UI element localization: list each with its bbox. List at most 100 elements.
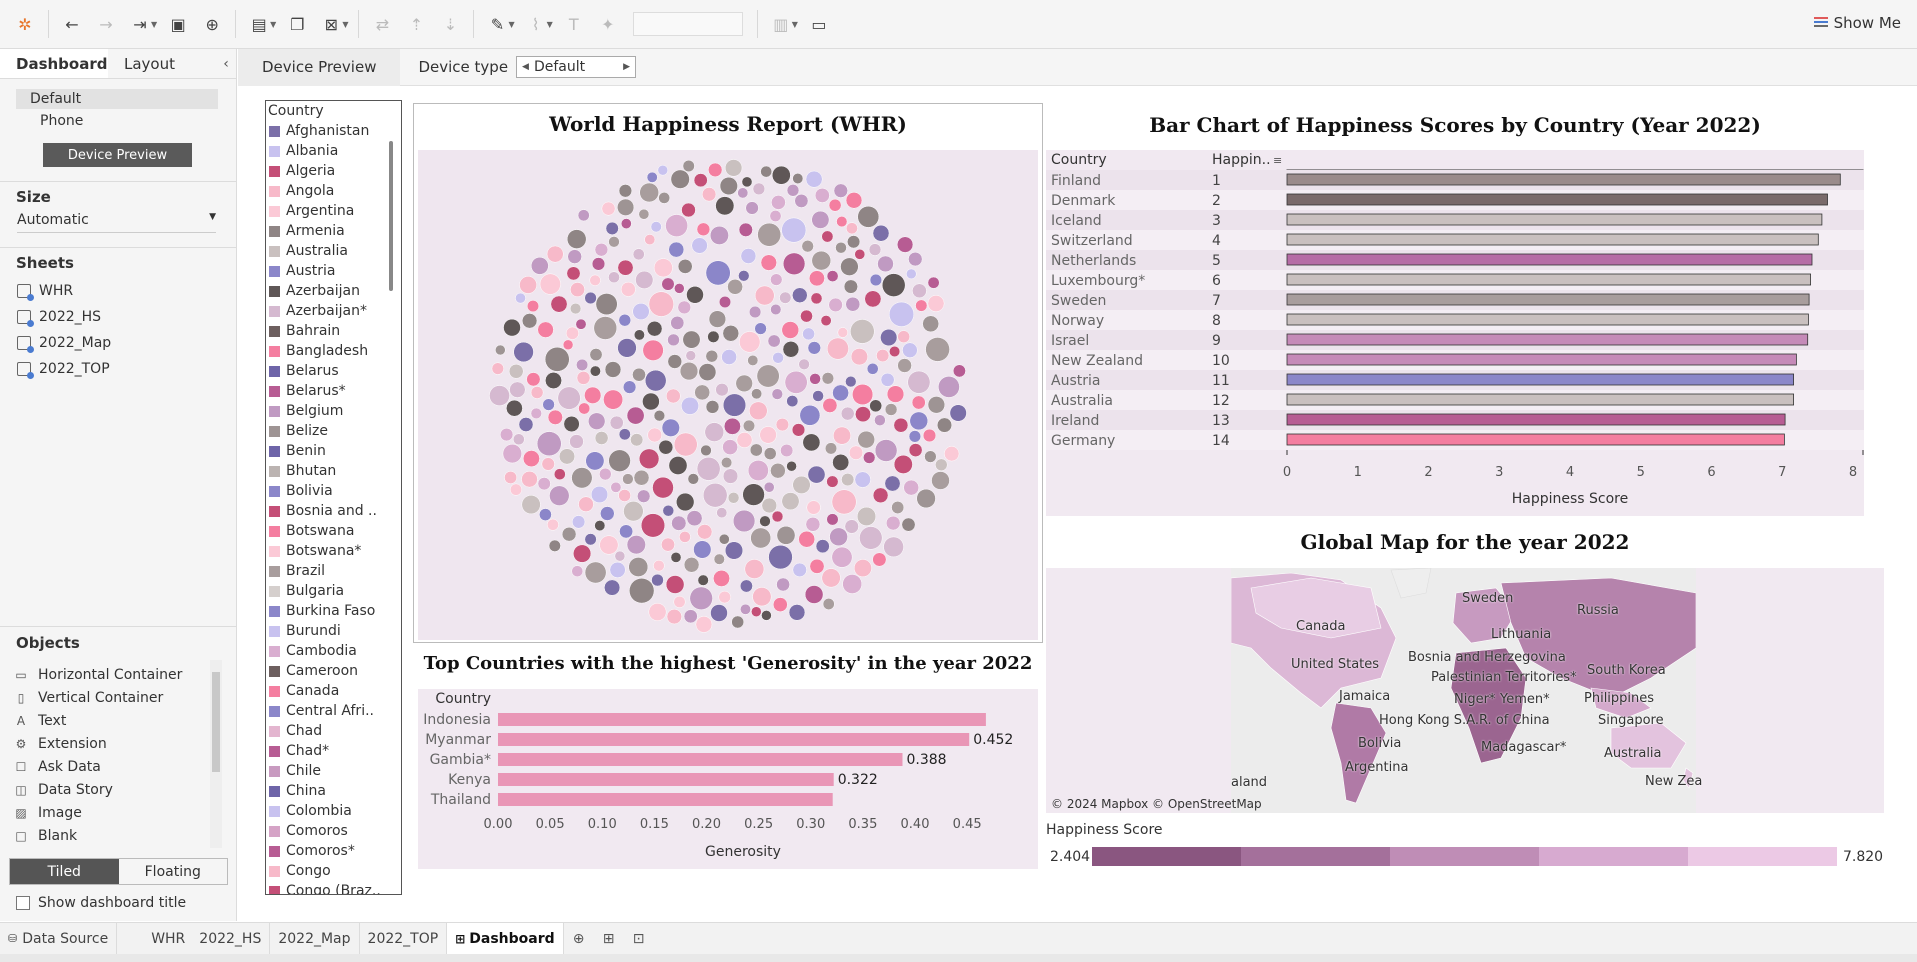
bubble-mark[interactable] <box>761 497 778 514</box>
bubble-mark[interactable] <box>842 574 863 594</box>
bubble-mark[interactable] <box>594 431 609 445</box>
bubble-mark[interactable] <box>576 358 589 371</box>
legend-item[interactable]: Belarus <box>266 361 401 381</box>
legend-item[interactable]: Burkina Faso <box>266 601 401 621</box>
object-item-image[interactable]: ▨ Image <box>0 801 223 824</box>
bubble-mark[interactable] <box>810 292 823 305</box>
bubble-mark[interactable] <box>499 427 514 442</box>
bubble-mark[interactable] <box>522 450 540 468</box>
legend-item[interactable]: Burundi <box>266 621 401 641</box>
bubble-mark[interactable] <box>679 361 699 381</box>
legend-item[interactable]: Afghanistan <box>266 121 401 141</box>
bubble-mark[interactable] <box>828 198 842 212</box>
bubble-mark[interactable] <box>909 411 929 431</box>
bubble-mark[interactable] <box>644 234 656 246</box>
bubble-mark[interactable] <box>844 519 859 534</box>
bubble-mark[interactable] <box>608 236 620 248</box>
bubble-mark[interactable] <box>626 535 646 555</box>
bubble-mark[interactable] <box>831 489 857 515</box>
bubble-mark[interactable] <box>541 457 555 471</box>
bubble-mark[interactable] <box>832 384 849 402</box>
bubble-mark[interactable] <box>864 290 882 308</box>
bubble-mark[interactable] <box>749 401 768 421</box>
bubble-mark[interactable] <box>843 279 858 294</box>
bubble-mark[interactable] <box>896 236 914 253</box>
bubble-mark[interactable] <box>769 210 782 222</box>
bubble-mark[interactable] <box>506 399 523 417</box>
bubble-mark[interactable] <box>677 259 693 274</box>
highlight-icon[interactable]: ✎ <box>490 14 505 34</box>
save-icon[interactable]: ▣ <box>170 14 186 34</box>
bubble-mark[interactable] <box>768 544 793 570</box>
bubble-mark[interactable] <box>856 506 877 526</box>
bubble-mark[interactable] <box>562 339 574 351</box>
highlight-caret-icon[interactable]: ▼ <box>508 19 515 29</box>
bubble-mark[interactable] <box>944 446 960 462</box>
bubble-mark[interactable] <box>779 291 792 304</box>
bubble-mark[interactable] <box>809 558 825 574</box>
show-me-button[interactable]: Show Me <box>1813 14 1901 32</box>
bubble-mark[interactable] <box>822 397 838 413</box>
bubble-mark[interactable] <box>640 513 666 538</box>
bubble-mark[interactable] <box>509 381 526 398</box>
bubble-mark[interactable] <box>646 320 663 337</box>
map-landmass-africa[interactable] <box>1450 647 1527 764</box>
bubble-mark[interactable] <box>738 270 750 282</box>
bubble-mark[interactable] <box>884 475 901 492</box>
show-dashboard-title-option[interactable]: Show dashboard title <box>16 895 186 911</box>
bubble-mark[interactable] <box>584 386 602 404</box>
bubble-mark[interactable] <box>719 176 738 196</box>
bubble-mark[interactable] <box>888 301 915 327</box>
bubble-mark[interactable] <box>683 609 698 624</box>
bubble-mark[interactable] <box>936 417 953 433</box>
bubble-mark[interactable] <box>530 386 544 399</box>
bubble-mark[interactable] <box>906 268 917 280</box>
bubble-mark[interactable] <box>549 485 570 506</box>
legend-item[interactable]: Australia <box>266 241 401 261</box>
bubble-mark[interactable] <box>826 337 849 360</box>
bubble-mark[interactable] <box>805 170 823 188</box>
bubble-mark[interactable] <box>893 454 913 474</box>
bubble-mark[interactable] <box>781 492 800 511</box>
bubble-mark[interactable] <box>820 315 832 327</box>
bubble-mark[interactable] <box>658 439 674 455</box>
legend-item[interactable]: Belize <box>266 421 401 441</box>
bubble-mark[interactable] <box>536 431 562 457</box>
bubble-mark[interactable] <box>588 412 606 430</box>
legend-item[interactable]: Cameroon <box>266 661 401 681</box>
tab-data-source[interactable]: ⛁ Data Source <box>0 922 118 955</box>
bubble-mark[interactable] <box>833 183 848 198</box>
world-map[interactable] <box>1231 568 1696 813</box>
bubble-mark[interactable] <box>618 489 631 502</box>
bubble-mark[interactable] <box>519 276 537 294</box>
bubble-mark[interactable] <box>721 349 737 365</box>
bubble-mark[interactable] <box>770 462 786 479</box>
bubble-mark[interactable] <box>801 240 814 253</box>
prev-device-icon[interactable]: ◀ <box>522 62 529 72</box>
bubble-mark[interactable] <box>742 483 765 506</box>
bubble-mark[interactable] <box>952 364 966 378</box>
bubble-mark[interactable] <box>814 187 830 203</box>
bubble-mark[interactable] <box>798 358 810 370</box>
bubble-mark[interactable] <box>808 270 825 287</box>
bubble-mark[interactable] <box>832 453 850 471</box>
bubble-mark[interactable] <box>647 427 663 443</box>
bubble-mark[interactable] <box>619 524 634 539</box>
object-item-extension[interactable]: ⚙ Extension <box>0 732 223 755</box>
bubble-mark[interactable] <box>855 406 871 423</box>
bubble-mark[interactable] <box>604 361 622 378</box>
bubble-mark[interactable] <box>807 465 826 484</box>
bubble-mark[interactable] <box>642 392 660 411</box>
new-worksheet-tab-icon[interactable]: ⊕ <box>572 930 585 947</box>
bubble-mark[interactable] <box>826 513 839 526</box>
bubble-mark[interactable] <box>857 205 880 228</box>
bar-mark[interactable] <box>1286 213 1823 226</box>
bubble-mark[interactable] <box>571 515 586 529</box>
bubble-mark[interactable] <box>931 471 950 490</box>
bubble-mark[interactable] <box>718 533 730 545</box>
bubble-mark[interactable] <box>686 286 704 304</box>
bubble-mark[interactable] <box>546 245 564 263</box>
bubble-mark[interactable] <box>739 579 753 593</box>
tab-dashboard-sheet[interactable]: ⊞ Dashboard <box>447 922 564 955</box>
bar-mark[interactable] <box>1286 193 1828 206</box>
